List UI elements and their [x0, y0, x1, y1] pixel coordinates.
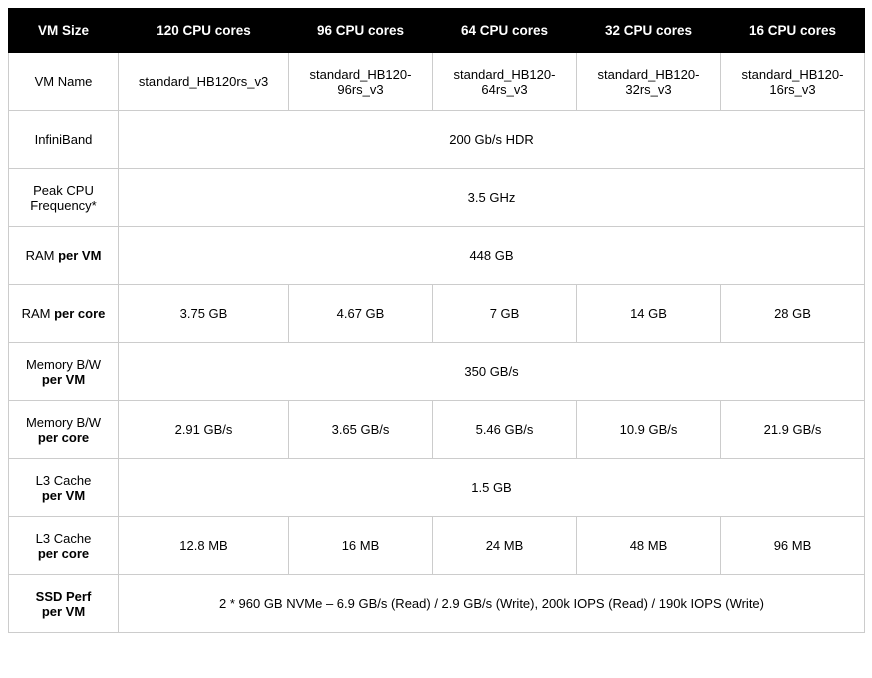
table-row: InfiniBand 200 Gb/s HDR	[9, 111, 865, 169]
cell: 24 MB	[433, 517, 577, 575]
cell: 3.75 GB	[119, 285, 289, 343]
row-label: InfiniBand	[9, 111, 119, 169]
table-body: VM Name standard_HB120rs_v3 standard_HB1…	[9, 53, 865, 633]
table-row: L3 Cacheper core 12.8 MB 16 MB 24 MB 48 …	[9, 517, 865, 575]
col-header-120: 120 CPU cores	[119, 9, 289, 53]
row-label: Memory B/Wper core	[9, 401, 119, 459]
label-bold: per VM	[42, 488, 85, 503]
label-bold: per VM	[42, 604, 85, 619]
col-header-96: 96 CPU cores	[289, 9, 433, 53]
label-pre: Memory B/W	[26, 415, 101, 430]
table-header: VM Size 120 CPU cores 96 CPU cores 64 CP…	[9, 9, 865, 53]
cell-spanned: 200 Gb/s HDR	[119, 111, 865, 169]
cell: 48 MB	[577, 517, 721, 575]
cell-spanned: 3.5 GHz	[119, 169, 865, 227]
row-label: L3 Cacheper core	[9, 517, 119, 575]
cell: 5.46 GB/s	[433, 401, 577, 459]
col-header-64: 64 CPU cores	[433, 9, 577, 53]
label-pre: L3 Cache	[36, 531, 92, 546]
table-row: VM Name standard_HB120rs_v3 standard_HB1…	[9, 53, 865, 111]
row-label: Peak CPU Frequency*	[9, 169, 119, 227]
label-pre: Memory B/W	[26, 357, 101, 372]
cell: standard_HB120-96rs_v3	[289, 53, 433, 111]
table-row: RAM per core 3.75 GB 4.67 GB 7 GB 14 GB …	[9, 285, 865, 343]
table-row: SSD Perfper VM 2 * 960 GB NVMe – 6.9 GB/…	[9, 575, 865, 633]
table-row: Peak CPU Frequency* 3.5 GHz	[9, 169, 865, 227]
cell-spanned: 350 GB/s	[119, 343, 865, 401]
label-pre: RAM	[26, 248, 59, 263]
row-label: SSD Perfper VM	[9, 575, 119, 633]
cell: 4.67 GB	[289, 285, 433, 343]
col-header-16: 16 CPU cores	[721, 9, 865, 53]
vm-spec-table: VM Size 120 CPU cores 96 CPU cores 64 CP…	[8, 8, 865, 633]
cell: standard_HB120-16rs_v3	[721, 53, 865, 111]
label-bold: per VM	[58, 248, 101, 263]
cell: 10.9 GB/s	[577, 401, 721, 459]
cell: 2.91 GB/s	[119, 401, 289, 459]
cell: 12.8 MB	[119, 517, 289, 575]
table-row: L3 Cacheper VM 1.5 GB	[9, 459, 865, 517]
col-header-32: 32 CPU cores	[577, 9, 721, 53]
row-label: Memory B/Wper VM	[9, 343, 119, 401]
cell: 16 MB	[289, 517, 433, 575]
row-label: RAM per core	[9, 285, 119, 343]
cell: 96 MB	[721, 517, 865, 575]
label-bold: per core	[54, 306, 105, 321]
table-row: Memory B/Wper VM 350 GB/s	[9, 343, 865, 401]
label-bold: per core	[38, 546, 89, 561]
label-pre: RAM	[22, 306, 55, 321]
label-bold: per core	[38, 430, 89, 445]
cell: standard_HB120rs_v3	[119, 53, 289, 111]
label-bold: per VM	[42, 372, 85, 387]
cell: standard_HB120-64rs_v3	[433, 53, 577, 111]
table-row: Memory B/Wper core 2.91 GB/s 3.65 GB/s 5…	[9, 401, 865, 459]
cell: standard_HB120-32rs_v3	[577, 53, 721, 111]
row-label: L3 Cacheper VM	[9, 459, 119, 517]
cell: 28 GB	[721, 285, 865, 343]
cell: 14 GB	[577, 285, 721, 343]
cell: 21.9 GB/s	[721, 401, 865, 459]
col-header-vmsize: VM Size	[9, 9, 119, 53]
cell: 3.65 GB/s	[289, 401, 433, 459]
table-header-row: VM Size 120 CPU cores 96 CPU cores 64 CP…	[9, 9, 865, 53]
cell-spanned: 2 * 960 GB NVMe – 6.9 GB/s (Read) / 2.9 …	[119, 575, 865, 633]
table-row: RAM per VM 448 GB	[9, 227, 865, 285]
row-label: VM Name	[9, 53, 119, 111]
row-label: RAM per VM	[9, 227, 119, 285]
label-pre: L3 Cache	[36, 473, 92, 488]
cell-spanned: 448 GB	[119, 227, 865, 285]
label-pre: SSD Perf	[36, 589, 92, 604]
cell: 7 GB	[433, 285, 577, 343]
cell-spanned: 1.5 GB	[119, 459, 865, 517]
